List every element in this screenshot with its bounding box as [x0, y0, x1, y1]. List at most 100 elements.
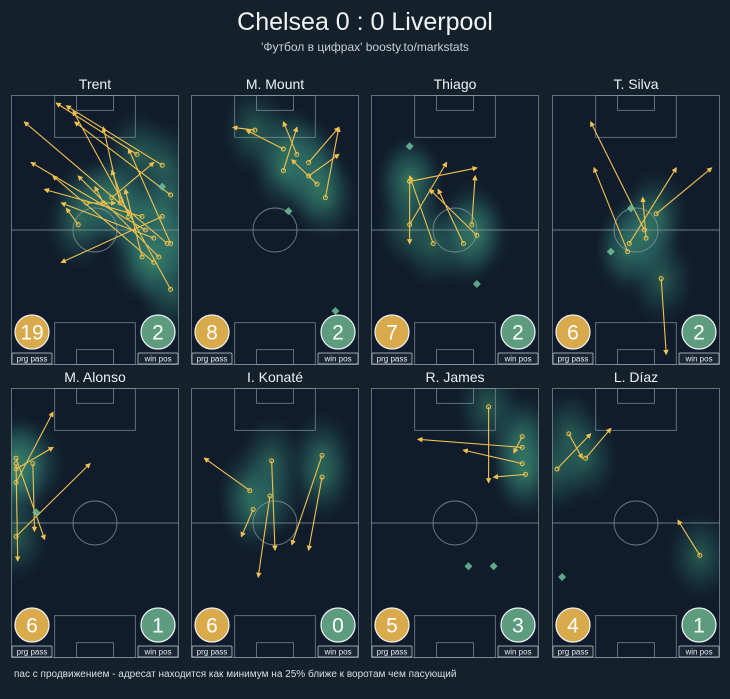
prg-pass-badge-circle [374, 607, 410, 643]
pass-arrow [409, 166, 478, 182]
pass-origin [314, 181, 320, 187]
pass-arrow [429, 188, 478, 236]
heat-blob [249, 124, 318, 217]
pass-origin [306, 160, 312, 165]
pass-origin [519, 461, 525, 467]
win-pos-badge-circle [681, 314, 717, 350]
goal-box-top [436, 388, 474, 404]
goal-box-top [256, 95, 294, 111]
pass-origin [474, 232, 480, 238]
pass-origin [75, 222, 81, 228]
win-pos-badge-circle [140, 314, 176, 350]
prg-pass-badge: 19 prg pass [11, 314, 53, 365]
pass-origin [269, 458, 275, 464]
pass-arrow [628, 166, 677, 244]
heat-blob [237, 414, 306, 507]
pitch-chart: 6 prg pass 2 win pos [552, 95, 720, 365]
win-pos-badge-label-box [317, 645, 359, 658]
prg-pass-badge-label-box [11, 645, 53, 658]
win-pos-badge: 1 win pos [678, 607, 720, 658]
goal-box-bottom [617, 642, 655, 658]
centre-circle [432, 207, 478, 253]
pass-arrow [65, 105, 163, 166]
pass-origin [126, 214, 132, 219]
win-position-marker [472, 280, 481, 288]
player-name: T. Silva [613, 76, 659, 92]
pass-origin [168, 241, 174, 246]
pass-origin [430, 241, 436, 246]
win-pos-badge-value: 2 [512, 322, 524, 345]
pass-arrow [416, 436, 523, 448]
prg-pass-badge-label-box [191, 352, 233, 365]
progressive-passes [231, 120, 341, 201]
pass-origin [322, 195, 328, 201]
pitch-chart: 6 prg pass 1 win pos [11, 388, 179, 658]
pass-arrow [72, 110, 172, 290]
prg-pass-badge: 4 prg pass [552, 607, 594, 658]
pass-origin [554, 466, 560, 472]
win-pos-badge: 1 win pos [137, 607, 179, 658]
pass-arrow [556, 433, 592, 470]
win-position-marker [405, 142, 414, 151]
pass-arrow [409, 161, 448, 225]
prg-pass-badge-value: 8 [206, 322, 218, 345]
pass-arrow [471, 174, 478, 225]
pass-arrow [408, 174, 434, 244]
centre-circle [72, 500, 118, 546]
player-name: L. Díaz [613, 369, 659, 385]
pass-origin [13, 534, 19, 539]
prg-pass-badge-label-box [191, 645, 233, 658]
pass-origin [319, 453, 325, 458]
pass-arrow [437, 188, 464, 244]
win-pos-badge-circle [140, 607, 176, 643]
pass-arrow [568, 433, 583, 460]
win-position-marker [331, 307, 340, 315]
pass-origin [267, 493, 273, 499]
pass-origin [523, 471, 529, 477]
pass-arrow [94, 185, 104, 204]
win-pos-badge-circle [320, 314, 356, 350]
prg-pass-badge-label-box [552, 352, 594, 365]
pass-origin [142, 227, 148, 233]
pitch-markings [191, 95, 359, 365]
pass-origin [294, 151, 300, 157]
centre-circle [432, 500, 478, 546]
win-pos-badge-label-box [137, 645, 179, 658]
player-name: M. Alonso [64, 369, 126, 385]
win-pos-badge-circle [681, 607, 717, 643]
pass-origin [626, 241, 632, 246]
goal-box-bottom [256, 349, 294, 365]
pass-arrow [31, 463, 38, 533]
win-position-marker [558, 573, 567, 581]
pass-arrow [593, 166, 629, 252]
progressive-passes [203, 453, 325, 579]
pitch-chart: 6 prg pass 0 win pos [191, 388, 359, 658]
win-pos-badge-label: win pos [503, 648, 531, 657]
prg-pass-badge-circle [555, 607, 591, 643]
touch-heatmap [454, 388, 539, 521]
player-panel: I. Konaté 6 prg pass 0 win pos [191, 369, 359, 659]
win-pos-badge: 2 win pos [137, 314, 179, 365]
goal-box-top [436, 95, 474, 111]
progressive-passes [554, 427, 703, 558]
prg-pass-badge-label-box [371, 645, 413, 658]
pass-origin [641, 227, 647, 233]
pitch-markings [191, 388, 359, 658]
win-pos-badge-label: win pos [323, 648, 351, 657]
heat-blob [491, 428, 539, 521]
player-name: Trent [78, 76, 112, 92]
pass-origin [168, 192, 174, 198]
prg-pass-badge: 8 prg pass [191, 314, 233, 365]
pass-origin [280, 168, 286, 174]
pitch-chart: 19 prg pass 2 win pos [11, 95, 179, 365]
pass-arrow [15, 446, 54, 470]
win-position-marker [489, 562, 498, 571]
win-position-marker [284, 207, 293, 216]
pass-arrow [14, 463, 21, 562]
prg-pass-badge: 6 prg pass [552, 314, 594, 365]
heat-blob [119, 216, 179, 309]
pass-origin [134, 151, 140, 157]
pitch-chart: 8 prg pass 2 win pos [191, 95, 359, 365]
pitch-chart: 5 prg pass 3 win pos [371, 388, 539, 658]
player-panel: M. Mount 8 prg pass 2 win pos [191, 76, 359, 366]
